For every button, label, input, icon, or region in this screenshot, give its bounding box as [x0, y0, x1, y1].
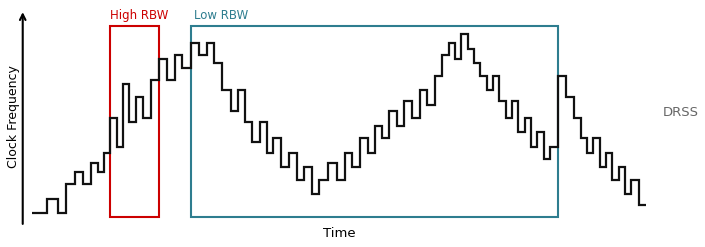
Y-axis label: Clock Frequency: Clock Frequency	[7, 65, 20, 168]
Text: DRSS: DRSS	[663, 106, 699, 119]
Text: Low RBW: Low RBW	[194, 9, 248, 22]
Bar	[190, 26, 558, 217]
X-axis label: Time: Time	[324, 227, 356, 240]
Bar	[110, 26, 159, 217]
Text: High RBW: High RBW	[110, 9, 168, 22]
